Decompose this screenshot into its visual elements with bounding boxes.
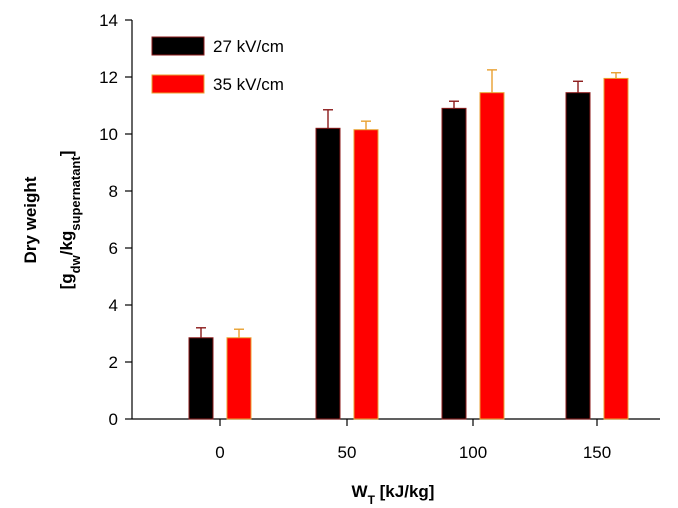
bar: [353, 129, 379, 420]
y-tick-label: 8: [109, 182, 118, 201]
bar: [565, 92, 591, 420]
y-tick-label: 14: [99, 11, 118, 30]
legend-swatch: [151, 74, 205, 94]
legend-label: 27 kV/cm: [213, 37, 284, 56]
y-tick-label: 12: [99, 68, 118, 87]
x-tick-label: 100: [459, 443, 487, 462]
bar: [315, 127, 341, 420]
y-axis-title: Dry weight [gdw/kgsupernatant]: [21, 151, 83, 290]
y-tick-label: 10: [99, 125, 118, 144]
x-axis-title: WT [kJ/kg]: [352, 482, 435, 507]
legend-label: 35 kV/cm: [213, 75, 284, 94]
y-axis-title-line1: Dry weight: [21, 176, 40, 263]
bar: [603, 77, 629, 420]
plot-area: 0 2 4 6 8 10 12 14 0 50 100 150 27 kV/cm 35 kV/cm: [99, 11, 660, 462]
bar: [226, 337, 252, 420]
y-tick-label: 4: [109, 296, 118, 315]
y-tick-label: 0: [109, 410, 118, 429]
x-tick-label: 0: [215, 443, 224, 462]
x-tick-label: 50: [338, 443, 357, 462]
y-tick-label: 2: [109, 353, 118, 372]
y-tick-label: 6: [109, 239, 118, 258]
legend-swatch: [151, 36, 205, 56]
x-tick-label: 150: [583, 443, 611, 462]
bar: [479, 92, 505, 420]
y-axis-title-line2: [gdw/kgsupernatant]: [57, 151, 83, 290]
bar: [441, 107, 467, 420]
bar: [188, 337, 214, 420]
